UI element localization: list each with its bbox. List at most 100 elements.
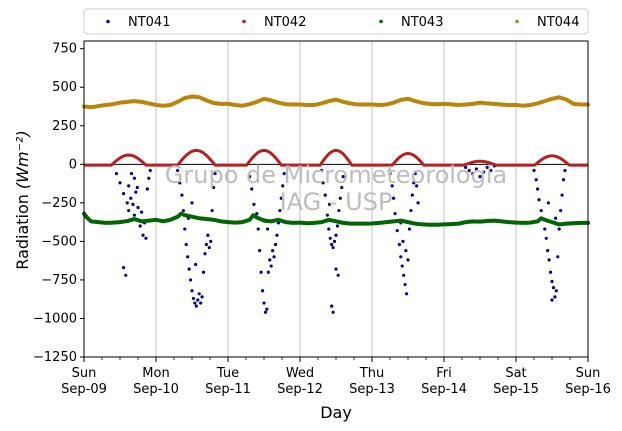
data-point [388,171,392,176]
data-point [206,233,210,237]
x-tick-label-day: Wed [286,366,314,381]
data-point [135,185,139,190]
y-tick-label: 750 [52,42,77,57]
data-point [184,242,188,247]
data-point [560,193,564,197]
data-point [190,289,194,293]
data-point [281,184,285,188]
data-point [335,224,340,228]
y-tick-label: −500 [41,234,77,249]
data-point [482,170,486,174]
x-axis: SunSep-09MonSep-10TueSep-11WedSep-12ThuS… [61,357,611,397]
data-point [129,171,134,176]
data-point [148,168,152,173]
data-point [258,249,262,253]
data-point [320,168,324,173]
data-point [554,289,558,293]
data-point [544,236,548,240]
data-point [186,255,190,259]
data-point [393,212,397,216]
data-point [332,239,337,243]
data-point [534,178,538,182]
data-point [550,279,554,284]
data-point [416,201,420,205]
data-point [140,210,144,214]
data-point [265,307,269,311]
data-point [403,282,407,287]
data-point [191,296,196,301]
data-point [338,196,342,200]
data-point [563,168,567,173]
y-tick-label: −1250 [33,350,77,365]
x-tick-label-date: Sep-14 [421,382,467,397]
data-point [327,227,331,231]
x-tick-label-day: Sun [576,366,601,381]
data-point [147,176,151,180]
data-point [260,289,265,293]
data-point [395,229,399,233]
data-point [138,224,142,228]
data-point [547,258,551,262]
data-point [404,249,408,253]
data-point [330,304,334,308]
data-point [399,255,403,259]
data-point [131,202,135,206]
data-point [331,310,335,314]
data-point [194,304,198,308]
data-point [489,168,493,173]
data-point [546,249,550,253]
data-point [259,270,263,274]
data-point [141,233,145,237]
y-tick-label: 250 [52,119,77,134]
data-point [199,301,203,305]
data-point [340,185,344,190]
data-point [122,192,126,196]
data-point [278,208,282,213]
data-point [114,171,118,176]
data-point [269,264,273,268]
data-point [554,216,558,220]
data-point [410,193,414,197]
data-point [196,298,200,302]
data-point [145,187,149,191]
data-point [252,202,256,206]
data-point [392,196,396,200]
x-tick-label-day: Tue [216,366,239,381]
legend-marker-nt042 [242,19,246,24]
x-tick-label-date: Sep-12 [277,382,323,397]
data-point [406,258,410,262]
data-point [402,273,406,277]
data-point [263,310,268,314]
data-point [464,165,468,169]
data-point [197,292,201,296]
y-tick-label: −750 [41,273,77,288]
watermark-line-1: Grupo de Micrometeorologia [165,161,507,189]
watermark-line-2: IAG - USP [280,188,393,216]
x-tick-label-date: Sep-11 [205,382,251,397]
data-point [134,190,138,194]
data-point [467,168,471,173]
data-point [559,208,563,213]
data-point [471,171,475,176]
data-point [561,178,566,182]
data-point [187,267,191,271]
data-point [330,242,334,247]
series-nt044 [82,94,590,110]
data-point [325,213,329,217]
legend-label-nt043: NT043 [401,15,443,30]
data-point [279,196,283,200]
y-tick-label: −1000 [33,311,77,326]
data-point [546,201,551,205]
data-point [407,227,412,231]
data-point [266,227,270,231]
x-tick-label-date: Sep-13 [349,382,395,397]
data-point [401,239,405,243]
data-point [537,198,541,202]
data-point [271,249,275,253]
data-point [207,245,211,250]
data-point [178,181,182,185]
x-tick-label-date: Sep-10 [133,382,179,397]
data-point [539,208,543,213]
data-point [341,175,345,179]
